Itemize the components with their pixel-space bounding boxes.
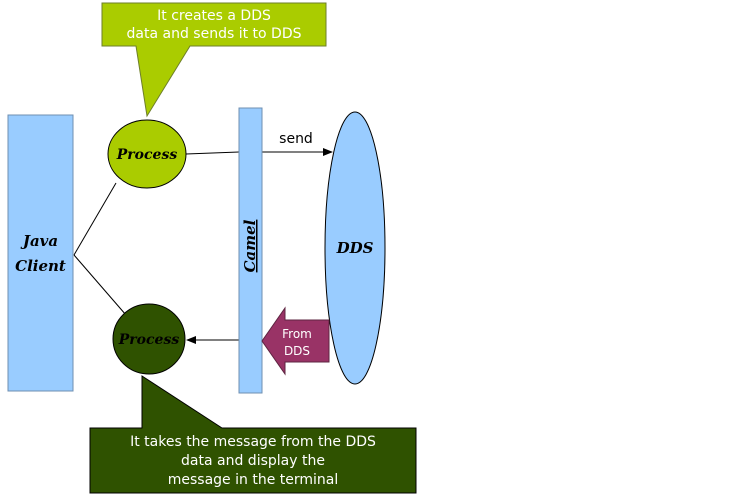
java-client-box: Java Client — [7, 114, 74, 392]
callout-bottom-shape — [89, 375, 417, 494]
from-dds-label-line1: From — [282, 327, 312, 341]
process-top-label: Process — [116, 147, 178, 163]
from-dds-arrow-shape — [261, 306, 330, 376]
callout-top-line2: data and sends it to DDS — [127, 26, 302, 42]
process-top-ellipse — [107, 119, 187, 189]
process-bottom-label: Process — [118, 332, 180, 348]
callout-bottom-line3: message in the terminal — [168, 472, 339, 488]
process-bottom-ellipse — [112, 303, 186, 375]
send-label: send — [279, 131, 313, 147]
callout-bottom: It takes the message from the DDS data a… — [89, 375, 417, 494]
connector-client-to-process-bottom — [73, 254, 127, 316]
camel-bar: Camel — [238, 107, 263, 394]
callout-top: It creates a DDS data and sends it to DD… — [101, 2, 327, 118]
dds-node: DDS — [324, 111, 386, 385]
callout-bottom-line1: It takes the message from the DDS — [130, 434, 376, 450]
from-dds-arrow: From DDS — [261, 306, 330, 376]
callout-top-line1: It creates a DDS — [157, 8, 271, 24]
process-top: Process — [107, 119, 187, 189]
dds-ellipse — [324, 111, 386, 385]
connector-client-to-process-top — [73, 182, 117, 256]
dds-label: DDS — [336, 239, 374, 257]
java-client-label-line1: Java — [20, 232, 58, 250]
from-dds-label-line2: DDS — [284, 344, 310, 358]
java-client-rect — [7, 114, 74, 392]
camel-label: Camel — [241, 219, 259, 272]
callout-top-shape — [101, 2, 327, 118]
java-client-label-line2: Client — [15, 257, 66, 275]
connector-process-top-to-camel — [185, 151, 240, 155]
camel-rect — [238, 107, 263, 394]
callout-bottom-line2: data and display the — [181, 453, 325, 469]
process-bottom: Process — [112, 303, 186, 375]
